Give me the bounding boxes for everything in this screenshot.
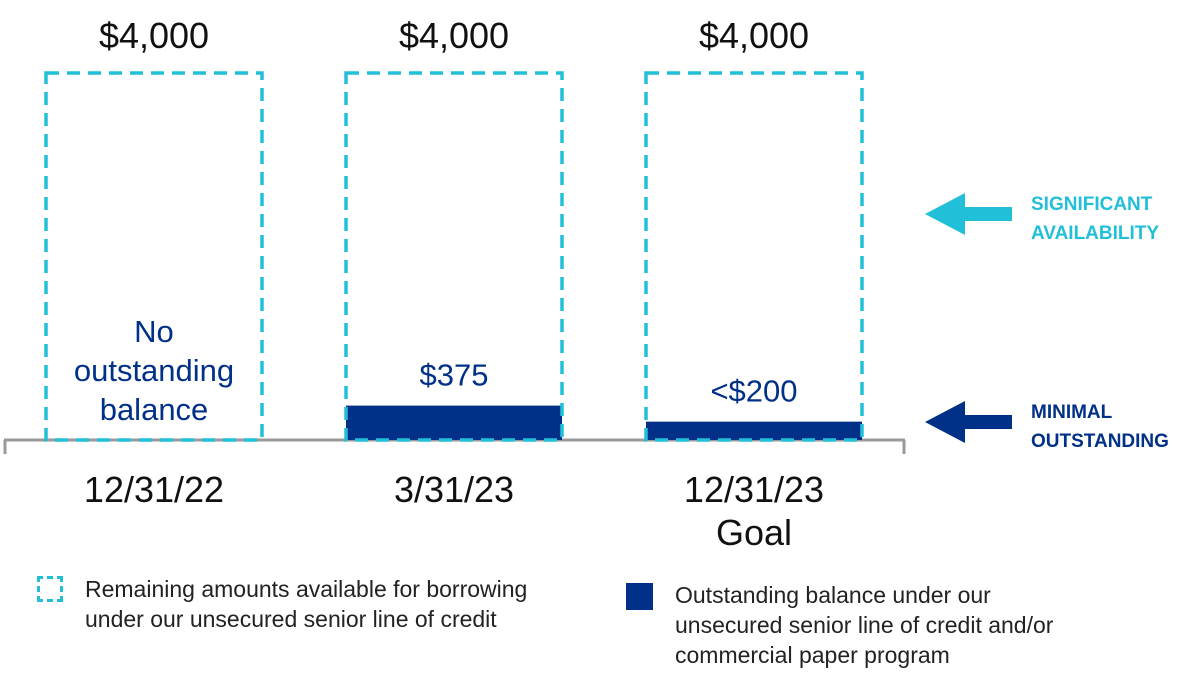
legend-label-line: unsecured senior line of credit and/or	[675, 612, 1054, 638]
outstanding-label: <$200	[710, 374, 797, 409]
legend-label-line: Remaining amounts available for borrowin…	[85, 576, 528, 602]
outstanding-label: $375	[420, 358, 489, 393]
total-label: $4,000	[399, 15, 509, 56]
annotation-label: AVAILABILITY	[1031, 223, 1159, 244]
legend-label-available: Remaining amounts available for borrowin…	[85, 574, 527, 634]
outstanding-bar	[346, 405, 562, 440]
legend-swatch-solid	[626, 583, 653, 610]
outstanding-label: No	[134, 314, 174, 349]
annotation-label: SIGNIFICANT	[1031, 194, 1153, 215]
legend-item-available: Remaining amounts available for borrowin…	[37, 574, 527, 634]
legend-label-line: under our unsecured senior line of credi…	[85, 606, 497, 632]
legend-item-outstanding: Outstanding balance under our unsecured …	[626, 580, 1053, 670]
outstanding-label: outstanding	[74, 353, 234, 388]
x-tick-sublabel: Goal	[716, 512, 792, 553]
available-bar-outline	[344, 71, 564, 442]
annotation-arrow-icon	[925, 193, 1012, 235]
legend-label-line: commercial paper program	[675, 642, 950, 668]
available-bar-outline	[44, 71, 264, 442]
annotation-label: MINIMAL	[1031, 402, 1113, 423]
legend-swatch-dashed	[37, 576, 63, 602]
x-tick-label: 12/31/22	[84, 469, 224, 510]
available-bar-outline	[644, 71, 864, 442]
x-tick-label: 3/31/23	[394, 469, 514, 510]
legend-label-outstanding: Outstanding balance under our unsecured …	[675, 580, 1053, 670]
total-label: $4,000	[99, 15, 209, 56]
x-tick-label: 12/31/23	[684, 469, 824, 510]
legend-label-line: Outstanding balance under our	[675, 582, 991, 608]
annotation-arrow-icon	[925, 401, 1012, 443]
total-label: $4,000	[699, 15, 809, 56]
outstanding-label: balance	[100, 392, 209, 427]
annotation-label: OUTSTANDING	[1031, 431, 1169, 452]
outstanding-bar	[646, 421, 862, 440]
